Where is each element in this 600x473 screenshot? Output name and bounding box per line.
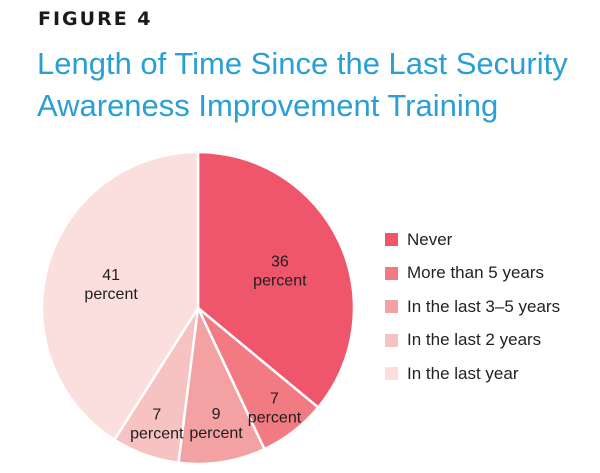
slice-label: 7 percent — [130, 406, 184, 442]
slice-label: 36 percent — [253, 253, 307, 289]
legend-swatch — [385, 367, 398, 381]
chart-title: Length of Time Since the Last Security A… — [37, 43, 597, 127]
chart-legend: Never More than 5 years In the last 3–5 ye… — [385, 223, 560, 391]
legend-label: In the last year — [407, 363, 519, 383]
legend-label: In the last 2 years — [407, 330, 542, 350]
slice-label: 7 percent — [248, 391, 302, 427]
legend-item: In the last year — [385, 357, 560, 391]
pie-slice-never — [196, 150, 356, 410]
chart-title-line-1: Length of Time Since the Last Security — [37, 46, 568, 81]
legend-swatch — [385, 266, 398, 280]
legend-item: More than 5 years — [385, 257, 560, 291]
figure-label: FIGURE 4 — [38, 8, 153, 30]
legend-label: In the last 3–5 years — [407, 296, 561, 316]
legend-item: In the last 2 years — [385, 324, 560, 358]
legend-item: In the last 3–5 years — [385, 290, 560, 324]
legend-swatch — [385, 300, 398, 314]
legend-swatch — [385, 233, 398, 247]
pie-slice-in-the-last-year — [40, 150, 200, 442]
chart-title-line-2: Awareness Improvement Training — [37, 88, 499, 123]
pie-slice-in-the-last-3-5-years — [177, 303, 267, 466]
legend-swatch — [385, 333, 398, 347]
legend-item: Never — [385, 223, 560, 257]
slice-label: 9 percent — [189, 406, 243, 442]
legend-label: Never — [407, 229, 453, 249]
legend-label: More than 5 years — [407, 263, 545, 283]
slice-label: 41 percent — [84, 267, 138, 303]
